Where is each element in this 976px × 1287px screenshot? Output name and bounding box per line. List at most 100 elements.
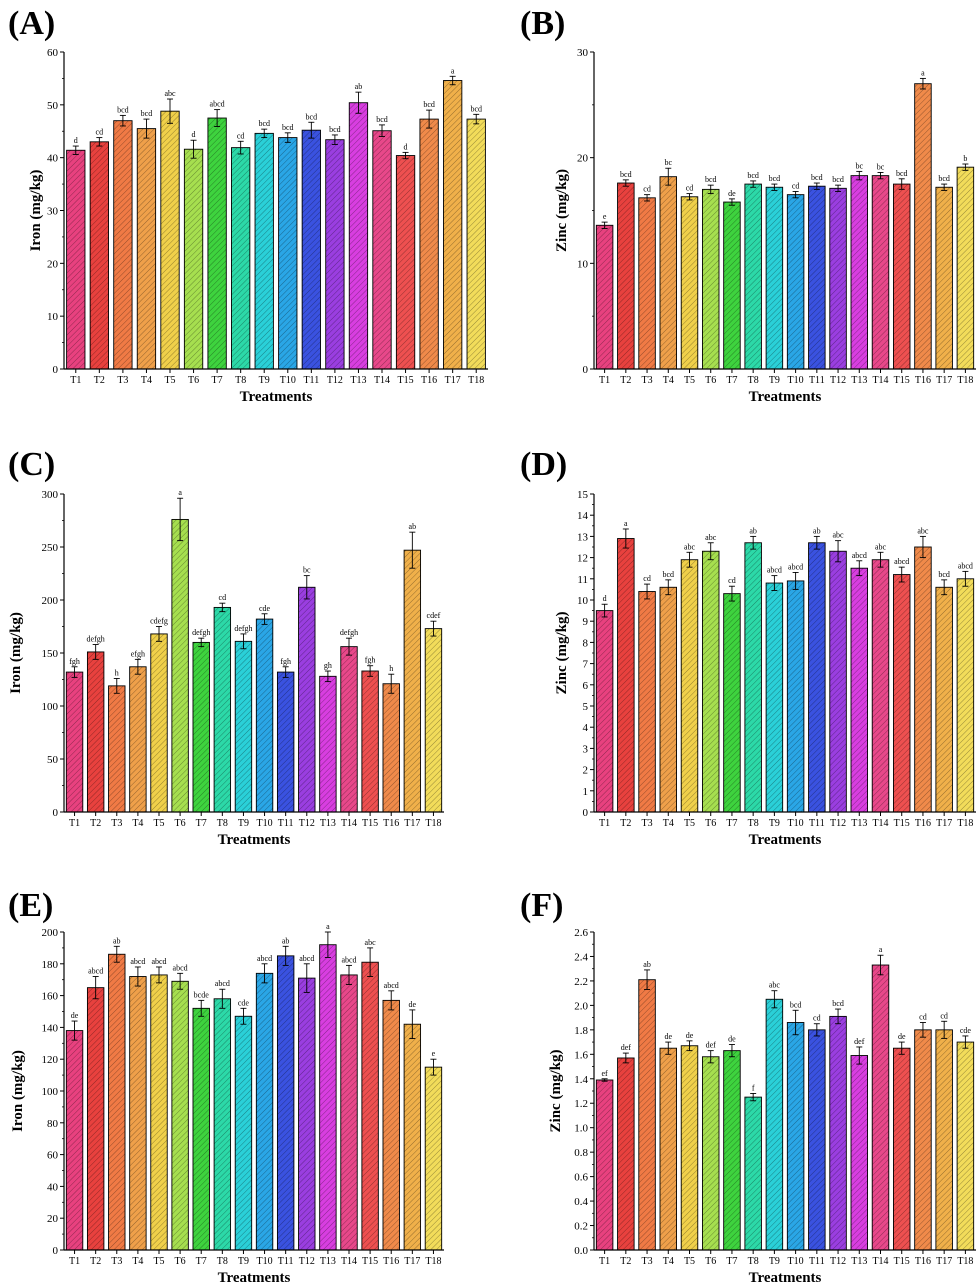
x-tick-label: T8 <box>235 375 246 386</box>
x-tick-label: T12 <box>299 818 315 829</box>
significance-letter: gh <box>324 661 332 670</box>
significance-letter: a <box>326 922 330 931</box>
bar-hatch <box>382 683 400 813</box>
y-tick-label: 0 <box>53 364 59 376</box>
bar-hatch <box>276 955 295 1251</box>
bar-hatch <box>340 646 358 813</box>
x-tick-label: T10 <box>788 1256 804 1267</box>
chart-panel-4: (E) de T1 abcd T2 ab T3 abcd T4 abcd T5 abcd T6 bcde T… <box>8 887 444 1286</box>
significance-letter: fgh <box>365 656 376 665</box>
x-tick-label: T9 <box>238 1256 249 1267</box>
significance-letter: cd <box>792 181 800 190</box>
bar-hatch <box>192 641 210 813</box>
significance-letter: cd <box>643 185 651 194</box>
bar-hatch <box>340 974 358 1251</box>
x-tick-label: T17 <box>936 1256 952 1267</box>
bar-hatch <box>255 618 274 813</box>
x-tick-label: T12 <box>830 818 846 829</box>
bar-hatch <box>829 187 847 370</box>
significance-letter: f <box>752 1083 755 1092</box>
significance-letter: abcd <box>384 981 399 990</box>
bar-hatch <box>419 118 439 370</box>
bar-hatch <box>850 175 869 370</box>
x-tick-label: T3 <box>642 818 653 829</box>
y-tick-label: 4 <box>583 722 589 734</box>
x-tick-label: T16 <box>915 375 931 386</box>
x-axis-title: Treatments <box>749 389 822 405</box>
significance-letter: e <box>432 1049 436 1058</box>
y-tick-label: 2.6 <box>574 927 588 939</box>
bar-hatch <box>956 578 975 813</box>
significance-letter: bcd <box>423 100 435 109</box>
bar-hatch <box>914 1029 932 1251</box>
bar-hatch <box>424 628 443 813</box>
y-tick-label: 3 <box>583 743 589 755</box>
y-tick-label: 1 <box>583 786 589 798</box>
x-tick-label: T15 <box>894 1256 910 1267</box>
significance-letter: de <box>728 1035 736 1044</box>
y-tick-label: 50 <box>47 100 59 112</box>
x-tick-label: T10 <box>257 1256 273 1267</box>
bar-hatch <box>723 1050 741 1251</box>
bar-hatch <box>361 961 379 1251</box>
significance-letter: bc <box>303 566 311 575</box>
x-tick-label: T4 <box>663 375 674 386</box>
significance-letter: abc <box>917 526 929 535</box>
x-tick-label: T3 <box>117 375 128 386</box>
bar-hatch <box>850 1055 869 1251</box>
x-tick-label: T11 <box>278 1256 294 1267</box>
y-tick-label: 60 <box>47 47 59 59</box>
bar-hatch <box>935 586 953 813</box>
x-tick-label: T11 <box>809 1256 825 1267</box>
bar-hatch <box>935 186 953 370</box>
x-tick-label: T1 <box>70 375 81 386</box>
bar-hatch <box>914 546 932 813</box>
bar-hatch <box>935 1029 953 1251</box>
significance-letter: de <box>898 1032 906 1041</box>
significance-letter: abc <box>705 533 717 542</box>
x-tick-label: T8 <box>748 375 759 386</box>
significance-letter: bcd <box>790 1000 802 1009</box>
bar-hatch <box>744 1096 762 1251</box>
significance-letter: bcd <box>811 173 823 182</box>
bar-hatch <box>701 188 720 370</box>
chart-panel-0: (A)dT1cdT2bcdT3bcdT4abcT5dT6abcdT7cdT8bc… <box>8 5 488 405</box>
significance-letter: bcd <box>832 999 844 1008</box>
bar-hatch <box>638 591 656 813</box>
significance-letter: a <box>879 945 883 954</box>
significance-letter: bcd <box>896 169 908 178</box>
bar-hatch <box>466 118 486 370</box>
bar-hatch <box>234 1015 253 1251</box>
significance-letter: bc <box>877 162 885 171</box>
significance-letter: cd <box>643 574 651 583</box>
significance-letter: bcd <box>141 109 153 118</box>
significance-letter: a <box>624 519 628 528</box>
significance-letter: abcd <box>958 561 973 570</box>
bar-hatch <box>254 132 274 370</box>
y-tick-label: 0.4 <box>574 1196 588 1208</box>
significance-letter: abcd <box>767 566 782 575</box>
y-tick-label: 200 <box>42 595 59 607</box>
bar-hatch <box>871 964 890 1251</box>
y-tick-label: 50 <box>47 754 59 766</box>
significance-letter: bc <box>664 158 672 167</box>
x-tick-label: T16 <box>915 818 931 829</box>
significance-letter: h <box>389 664 393 673</box>
significance-letter: de <box>664 1032 672 1041</box>
x-tick-label: T8 <box>748 1256 759 1267</box>
bar-hatch <box>403 1023 422 1251</box>
y-tick-label: 11 <box>577 574 588 586</box>
significance-letter: cd <box>96 128 104 137</box>
significance-letter: bcd <box>705 175 717 184</box>
x-tick-label: T17 <box>404 818 420 829</box>
significance-letter: defgh <box>87 635 105 644</box>
significance-letter: b <box>963 154 967 163</box>
y-tick-label: 0.2 <box>574 1221 588 1233</box>
x-tick-label: T6 <box>705 818 716 829</box>
x-tick-label: T4 <box>663 1256 674 1267</box>
x-tick-label: T2 <box>620 1256 631 1267</box>
panel-label: (A) <box>8 5 55 42</box>
bar-hatch <box>956 166 975 370</box>
x-tick-label: T2 <box>90 1256 101 1267</box>
